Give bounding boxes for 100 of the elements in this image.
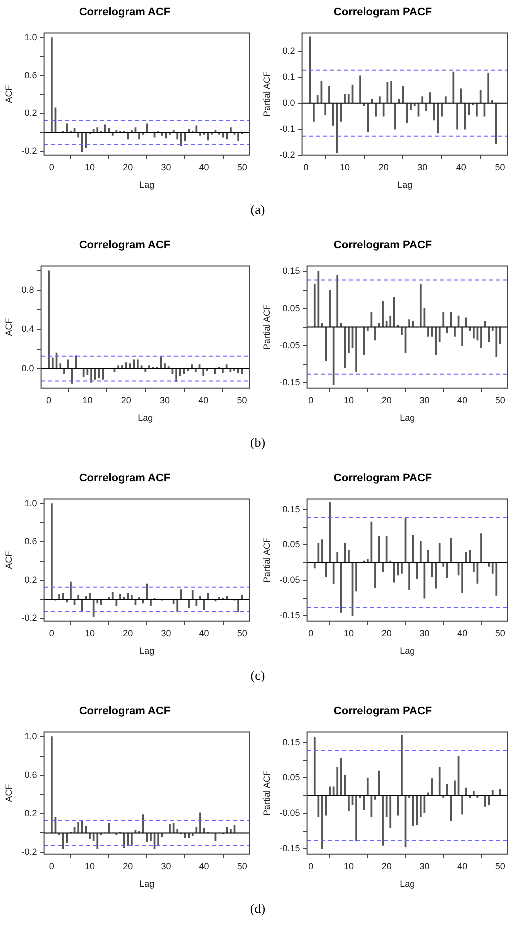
chart-title: Correlogram ACF: [79, 6, 171, 19]
x-tick-label: 30: [420, 628, 430, 638]
x-tick-label: 40: [456, 162, 466, 172]
x-tick-label: 50: [495, 395, 506, 406]
x-tick-label: 20: [382, 861, 392, 872]
x-tick-label: 30: [161, 861, 172, 872]
y-tick-label: -0.15: [280, 377, 300, 388]
chart-title: Correlogram PACF: [334, 240, 432, 252]
chart-title: Correlogram ACF: [79, 240, 171, 252]
y-tick-label: 0.4: [22, 324, 34, 334]
x-axis-title: Lag: [400, 646, 416, 656]
x-tick-label: 0: [49, 628, 54, 638]
x-tick-label: 0: [308, 861, 314, 872]
chart-title: Correlogram PACF: [334, 6, 432, 19]
y-axis-title: ACF: [4, 84, 14, 104]
x-tick-label: 40: [458, 628, 468, 638]
y-tick-label: 0.15: [282, 737, 300, 748]
x-tick-label: 40: [198, 395, 209, 406]
text: (b): [250, 435, 266, 450]
x-tick-label: 50: [495, 861, 506, 872]
y-tick-label: 0.2: [24, 574, 38, 585]
y-axis-title: Partial ACF: [262, 304, 272, 350]
x-tick-label: 10: [82, 395, 93, 406]
x-tick-label: 0: [49, 162, 54, 172]
y-tick-label: 1.0: [24, 498, 38, 508]
x-tick-label: 20: [123, 628, 134, 638]
y-tick-label: -0.2: [22, 846, 38, 857]
x-tick-label: 30: [420, 395, 430, 406]
x-tick-label: 50: [237, 628, 248, 638]
x-tick-label: 40: [199, 861, 210, 872]
y-tick-label: 0.6: [24, 770, 38, 780]
y-tick-label: -0.2: [22, 613, 38, 624]
y-tick-label: 0.8: [22, 285, 34, 296]
y-tick-label: 0.2: [24, 808, 38, 818]
text: (c): [250, 668, 266, 683]
y-tick-label: 0.05: [282, 303, 300, 314]
x-tick-label: 30: [418, 162, 428, 172]
x-tick-label: 10: [340, 162, 350, 172]
x-axis-title: Lag: [140, 180, 155, 190]
y-tick-label: -0.2: [280, 150, 296, 160]
y-tick-label: -0.2: [22, 146, 38, 156]
x-tick-label: 20: [123, 861, 134, 872]
x-tick-label: 30: [160, 395, 170, 406]
y-axis-title: Partial ACF: [262, 71, 272, 118]
x-tick-label: 20: [121, 395, 132, 406]
y-tick-label: -0.05: [280, 575, 300, 586]
text: (d): [250, 901, 266, 916]
x-tick-label: 30: [420, 861, 430, 872]
x-tick-label: 10: [344, 861, 354, 872]
y-axis-title: Partial ACF: [262, 537, 272, 584]
x-tick-label: 40: [458, 861, 468, 872]
y-tick-label: -0.1: [280, 124, 296, 134]
x-axis-title: Lag: [140, 646, 155, 656]
text: (a): [250, 202, 266, 217]
x-tick-label: 50: [495, 628, 506, 638]
x-tick-label: 50: [237, 162, 248, 172]
y-tick-label: 0.0: [282, 98, 296, 108]
x-tick-label: 20: [382, 628, 392, 638]
y-tick-label: 0.05: [282, 772, 300, 783]
y-tick-label: 1.0: [24, 731, 38, 742]
x-axis-title: Lag: [398, 180, 413, 190]
x-axis-title: Lag: [140, 879, 155, 890]
y-tick-label: 0.1: [282, 72, 296, 82]
x-tick-label: 0: [308, 628, 314, 638]
y-axis-title: Partial ACF: [262, 770, 272, 816]
x-tick-label: 10: [85, 628, 96, 638]
chart-title: Correlogram PACF: [334, 706, 432, 718]
x-tick-label: 10: [85, 861, 96, 872]
x-tick-label: 10: [344, 628, 354, 638]
x-tick-label: 30: [161, 628, 172, 638]
x-axis-title: Lag: [138, 413, 154, 424]
chart-title: Correlogram ACF: [79, 472, 171, 485]
x-axis-title: Lag: [400, 879, 416, 890]
x-tick-label: 0: [49, 861, 54, 872]
x-tick-label: 40: [199, 628, 210, 638]
y-axis-title: ACF: [4, 550, 14, 570]
y-tick-label: -0.05: [280, 808, 300, 818]
x-tick-label: 0: [304, 162, 309, 172]
x-tick-label: 30: [161, 162, 172, 172]
x-tick-label: 10: [85, 162, 96, 172]
y-tick-label: -0.15: [280, 610, 300, 621]
chart-title: Correlogram ACF: [79, 706, 171, 718]
y-tick-label: -0.15: [280, 844, 300, 854]
x-tick-label: 20: [378, 162, 389, 172]
y-tick-label: 0.6: [24, 70, 38, 80]
x-tick-label: 0: [46, 395, 52, 406]
y-axis-title: ACF: [4, 784, 14, 802]
x-tick-label: 50: [495, 162, 506, 172]
y-tick-label: 0.0: [22, 363, 34, 374]
x-tick-label: 50: [237, 395, 248, 406]
x-axis-title: Lag: [400, 413, 416, 424]
x-tick-label: 0: [308, 395, 314, 406]
x-tick-label: 50: [237, 861, 248, 872]
y-tick-label: 1.0: [24, 32, 38, 42]
y-tick-label: 0.6: [24, 536, 38, 547]
x-tick-label: 10: [344, 395, 354, 406]
y-tick-label: 0.2: [282, 46, 296, 56]
x-tick-label: 40: [199, 162, 210, 172]
x-tick-label: 20: [382, 395, 392, 406]
y-tick-label: 0.05: [282, 540, 300, 550]
